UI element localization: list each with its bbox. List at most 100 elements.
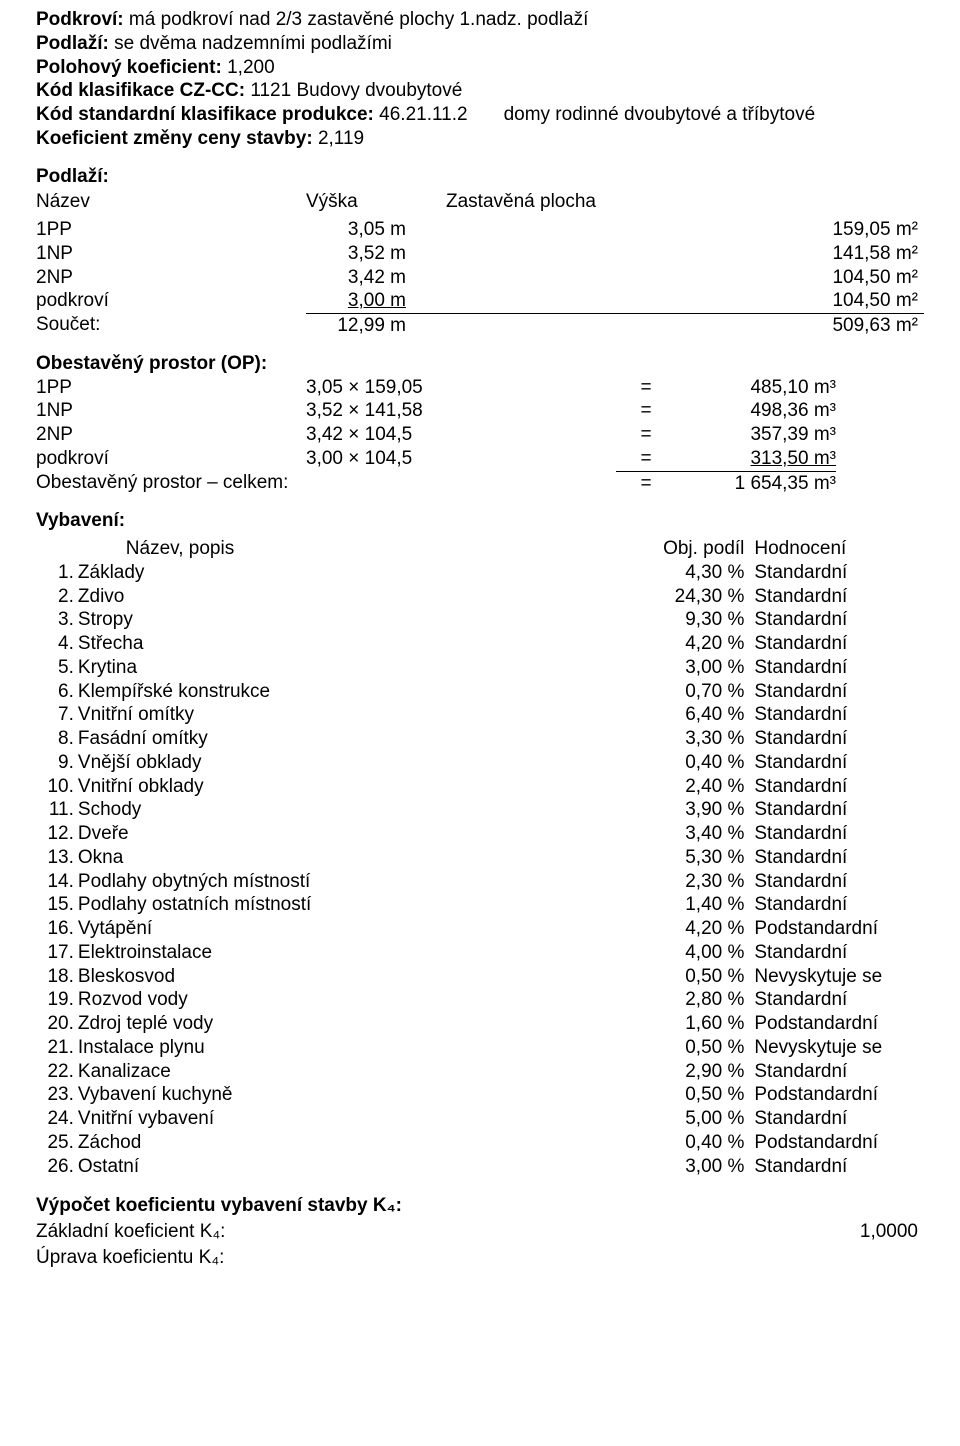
equip-pct: 1,60 % — [635, 1012, 745, 1036]
equipment-row: 14.Podlahy obytných místností2,30 %Stand… — [36, 870, 924, 894]
header-label: Podkroví: — [36, 8, 124, 32]
equipment-row: 3.Stropy9,30 %Standardní — [36, 608, 924, 632]
header-value: se dvěma nadzemními podlažími — [114, 32, 392, 56]
equip-head-pct: Obj. podíl — [635, 537, 745, 561]
equip-index: 26. — [36, 1155, 78, 1179]
equip-name: Rozvod vody — [78, 988, 635, 1012]
equipment-title: Vybavení: — [36, 509, 924, 533]
floors-header: Název Výška Zastavěná plocha — [36, 190, 924, 214]
equip-name: Podlahy obytných místností — [78, 870, 635, 894]
equip-rating: Nevyskytuje se — [744, 1036, 924, 1060]
equipment-row: 25.Záchod0,40 %Podstandardní — [36, 1131, 924, 1155]
equip-name: Vnitřní omítky — [78, 703, 635, 727]
equip-head-name: Název, popis — [126, 537, 635, 561]
op-expr: 3,52 × 141,58 — [306, 399, 616, 423]
header-label: Polohový koeficient: — [36, 56, 222, 80]
equip-index: 8. — [36, 727, 78, 751]
equip-pct: 4,00 % — [635, 941, 745, 965]
floors-col-height: Výška — [306, 190, 446, 214]
equip-name: Vnitřní obklady — [78, 775, 635, 799]
op-eq: = — [616, 399, 676, 423]
equip-rating: Standardní — [744, 846, 924, 870]
equipment-row: 10.Vnitřní obklady2,40 %Standardní — [36, 775, 924, 799]
equip-pct: 4,30 % — [635, 561, 745, 585]
header-line: Kód klasifikace CZ-CC: 1121 Budovy dvoub… — [36, 79, 924, 103]
equipment-row: 17.Elektroinstalace4,00 %Standardní — [36, 941, 924, 965]
equip-pct: 3,40 % — [635, 822, 745, 846]
equip-rating: Podstandardní — [744, 1083, 924, 1107]
equipment-row: 22.Kanalizace2,90 %Standardní — [36, 1060, 924, 1084]
equip-index: 15. — [36, 893, 78, 917]
equipment-row: 11.Schody3,90 %Standardní — [36, 798, 924, 822]
op-name: 1NP — [36, 399, 306, 423]
equip-rating: Standardní — [744, 608, 924, 632]
equip-index: 5. — [36, 656, 78, 680]
equipment-row: 19.Rozvod vody2,80 %Standardní — [36, 988, 924, 1012]
equipment-row: 18.Bleskosvod0,50 %Nevyskytuje se — [36, 965, 924, 989]
equip-rating: Podstandardní — [744, 1012, 924, 1036]
op-expr: 3,05 × 159,05 — [306, 376, 616, 400]
equip-pct: 0,50 % — [635, 1083, 745, 1107]
header-value: 2,119 — [318, 127, 364, 151]
equip-rating: Standardní — [744, 893, 924, 917]
floor-height: 3,42 m — [306, 266, 406, 290]
equip-rating: Standardní — [744, 727, 924, 751]
equip-rating: Standardní — [744, 680, 924, 704]
equip-index: 10. — [36, 775, 78, 799]
equip-rating: Standardní — [744, 941, 924, 965]
floor-name: podkroví — [36, 289, 306, 313]
k4-label: Úprava koeficientu K₄: — [36, 1246, 736, 1270]
op-eq: = — [616, 447, 676, 471]
equip-index: 11. — [36, 798, 78, 822]
equip-rating: Standardní — [744, 585, 924, 609]
header-line: Polohový koeficient: 1,200 — [36, 56, 924, 80]
floor-sum-area: 509,63 m² — [406, 313, 924, 338]
floor-area: 104,50 m² — [406, 266, 924, 290]
equip-index: 4. — [36, 632, 78, 656]
equipment-row: 4.Střecha4,20 %Standardní — [36, 632, 924, 656]
equip-head-rating: Hodnocení — [744, 537, 924, 561]
equip-rating: Nevyskytuje se — [744, 965, 924, 989]
page: Podkroví: má podkroví nad 2/3 zastavěné … — [0, 0, 960, 1290]
equip-index: 14. — [36, 870, 78, 894]
equipment-row: 13.Okna5,30 %Standardní — [36, 846, 924, 870]
op-name: 1PP — [36, 376, 306, 400]
equip-pct: 1,40 % — [635, 893, 745, 917]
op-expr: 3,00 × 104,5 — [306, 447, 616, 471]
equip-pct: 0,50 % — [635, 1036, 745, 1060]
equip-name: Záchod — [78, 1131, 635, 1155]
op-value: 485,10 m³ — [676, 376, 836, 400]
equip-rating: Standardní — [744, 988, 924, 1012]
equip-pct: 5,00 % — [635, 1107, 745, 1131]
equip-pct: 0,40 % — [635, 751, 745, 775]
k4-title: Výpočet koeficientu vybavení stavby K₄: — [36, 1194, 924, 1218]
floor-name: 1NP — [36, 242, 306, 266]
equip-index: 2. — [36, 585, 78, 609]
equipment-body: 1.Základy4,30 %Standardní2.Zdivo24,30 %S… — [36, 561, 924, 1179]
floor-sum-row: Součet:12,99 m509,63 m² — [36, 313, 924, 338]
equipment-row: 12.Dveře3,40 %Standardní — [36, 822, 924, 846]
op-value: 313,50 m³ — [676, 447, 836, 471]
equip-name: Instalace plynu — [78, 1036, 635, 1060]
floors-col-name: Název — [36, 190, 306, 214]
op-name: 2NP — [36, 423, 306, 447]
op-title: Obestavěný prostor (OP): — [36, 352, 924, 376]
equip-name: Ostatní — [78, 1155, 635, 1179]
k4-value: 1,0000 — [736, 1220, 924, 1244]
op-total-row: Obestavěný prostor – celkem: = 1 654,35 … — [36, 471, 924, 496]
header-line: Kód standardní klasifikace produkce: 46.… — [36, 103, 924, 127]
equip-name: Bleskosvod — [78, 965, 635, 989]
op-total-label: Obestavěný prostor – celkem: — [36, 471, 616, 496]
equip-pct: 4,20 % — [635, 632, 745, 656]
equip-index: 13. — [36, 846, 78, 870]
equip-pct: 0,40 % — [635, 1131, 745, 1155]
equip-rating: Podstandardní — [744, 1131, 924, 1155]
equip-rating: Standardní — [744, 822, 924, 846]
equipment-row: 26.Ostatní3,00 %Standardní — [36, 1155, 924, 1179]
header-suffix: domy rodinné dvoubytové a tříbytové — [504, 103, 816, 127]
op-row: 1PP3,05 × 159,05=485,10 m³ — [36, 376, 924, 400]
header-value: má podkroví nad 2/3 zastavěné plochy 1.n… — [129, 8, 588, 32]
floor-area: 141,58 m² — [406, 242, 924, 266]
floor-height: 3,00 m — [306, 289, 406, 313]
equipment-row: 5.Krytina3,00 %Standardní — [36, 656, 924, 680]
